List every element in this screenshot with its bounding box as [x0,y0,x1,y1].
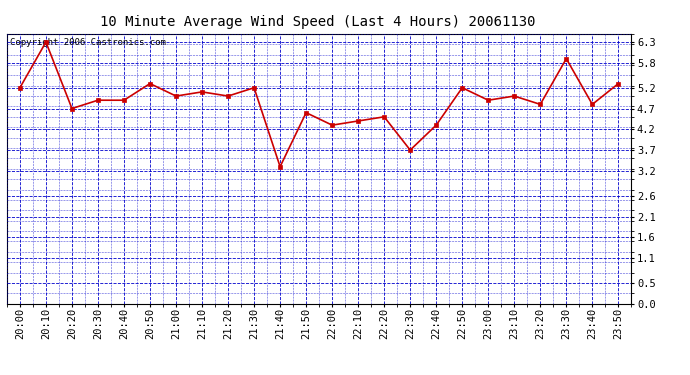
Text: 10 Minute Average Wind Speed (Last 4 Hours) 20061130: 10 Minute Average Wind Speed (Last 4 Hou… [99,15,535,29]
Text: Copyright 2006 Castronics.com: Copyright 2006 Castronics.com [10,38,166,47]
